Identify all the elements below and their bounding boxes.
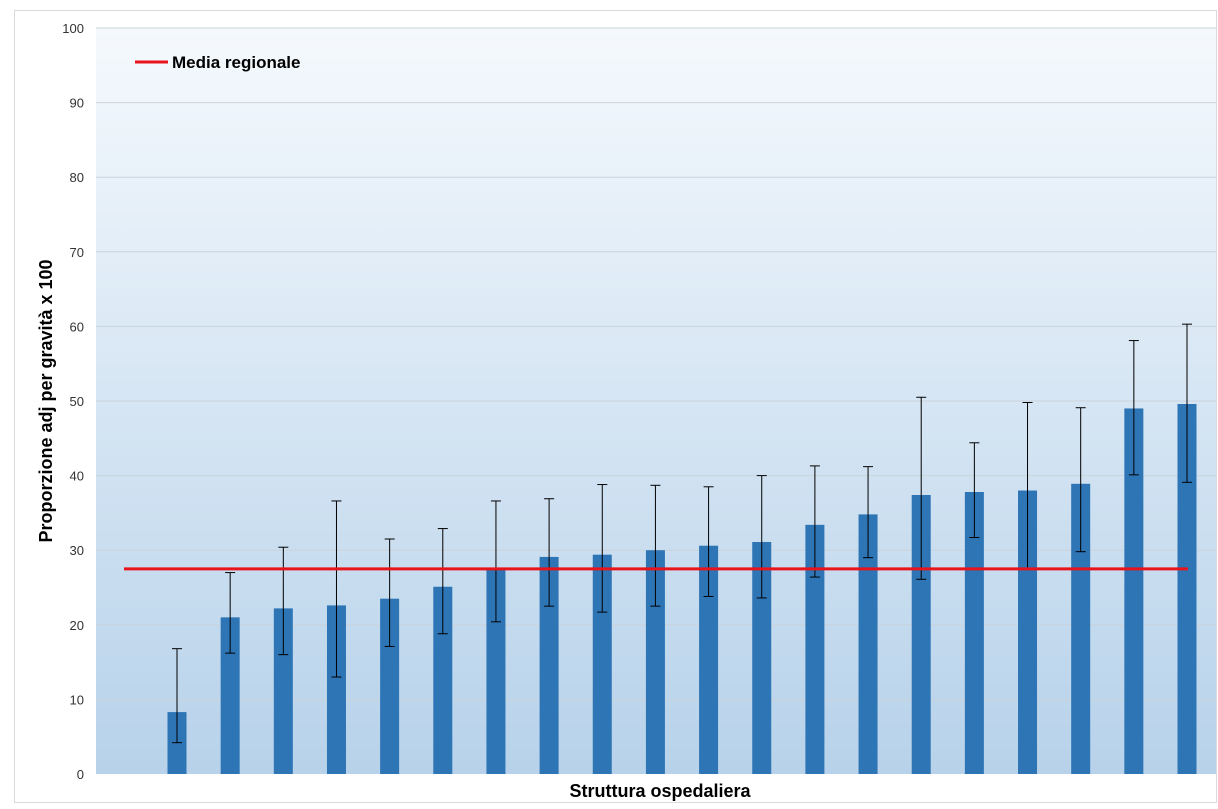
bar (539, 556, 559, 774)
y-tick-label: 10 (70, 692, 84, 707)
y-tick-label: 70 (70, 245, 84, 260)
y-tick-label: 40 (70, 469, 84, 484)
bar (858, 514, 878, 774)
bar (1071, 483, 1091, 774)
bar (592, 554, 612, 774)
legend-label: Media regionale (172, 53, 300, 72)
y-tick-label: 20 (70, 618, 84, 633)
x-axis-label: Struttura ospedaliera (569, 781, 751, 801)
y-tick-label: 30 (70, 543, 84, 558)
legend: Media regionale (135, 53, 300, 72)
bar (326, 605, 346, 774)
bar (805, 524, 825, 774)
bar (1124, 408, 1144, 774)
bar (380, 598, 400, 774)
bar (1177, 403, 1197, 774)
y-tick-label: 0 (77, 767, 84, 782)
error-bars (172, 323, 1192, 744)
bar (699, 545, 719, 774)
y-tick-label: 100 (62, 21, 84, 36)
bar (752, 541, 772, 774)
y-tick-label: 60 (70, 319, 84, 334)
bar (1018, 490, 1038, 774)
bar (486, 568, 506, 774)
bar (220, 617, 240, 774)
y-axis-tick-labels: 0 10 20 30 40 50 60 70 80 90 100 (62, 21, 84, 782)
bar (273, 608, 293, 774)
bar (964, 492, 984, 774)
y-tick-label: 80 (70, 170, 84, 185)
y-tick-label: 50 (70, 394, 84, 409)
y-axis-label: Proporzione adj per gravità x 100 (36, 259, 56, 542)
bar (911, 494, 931, 774)
y-tick-label: 90 (70, 96, 84, 111)
bars (167, 403, 1197, 774)
